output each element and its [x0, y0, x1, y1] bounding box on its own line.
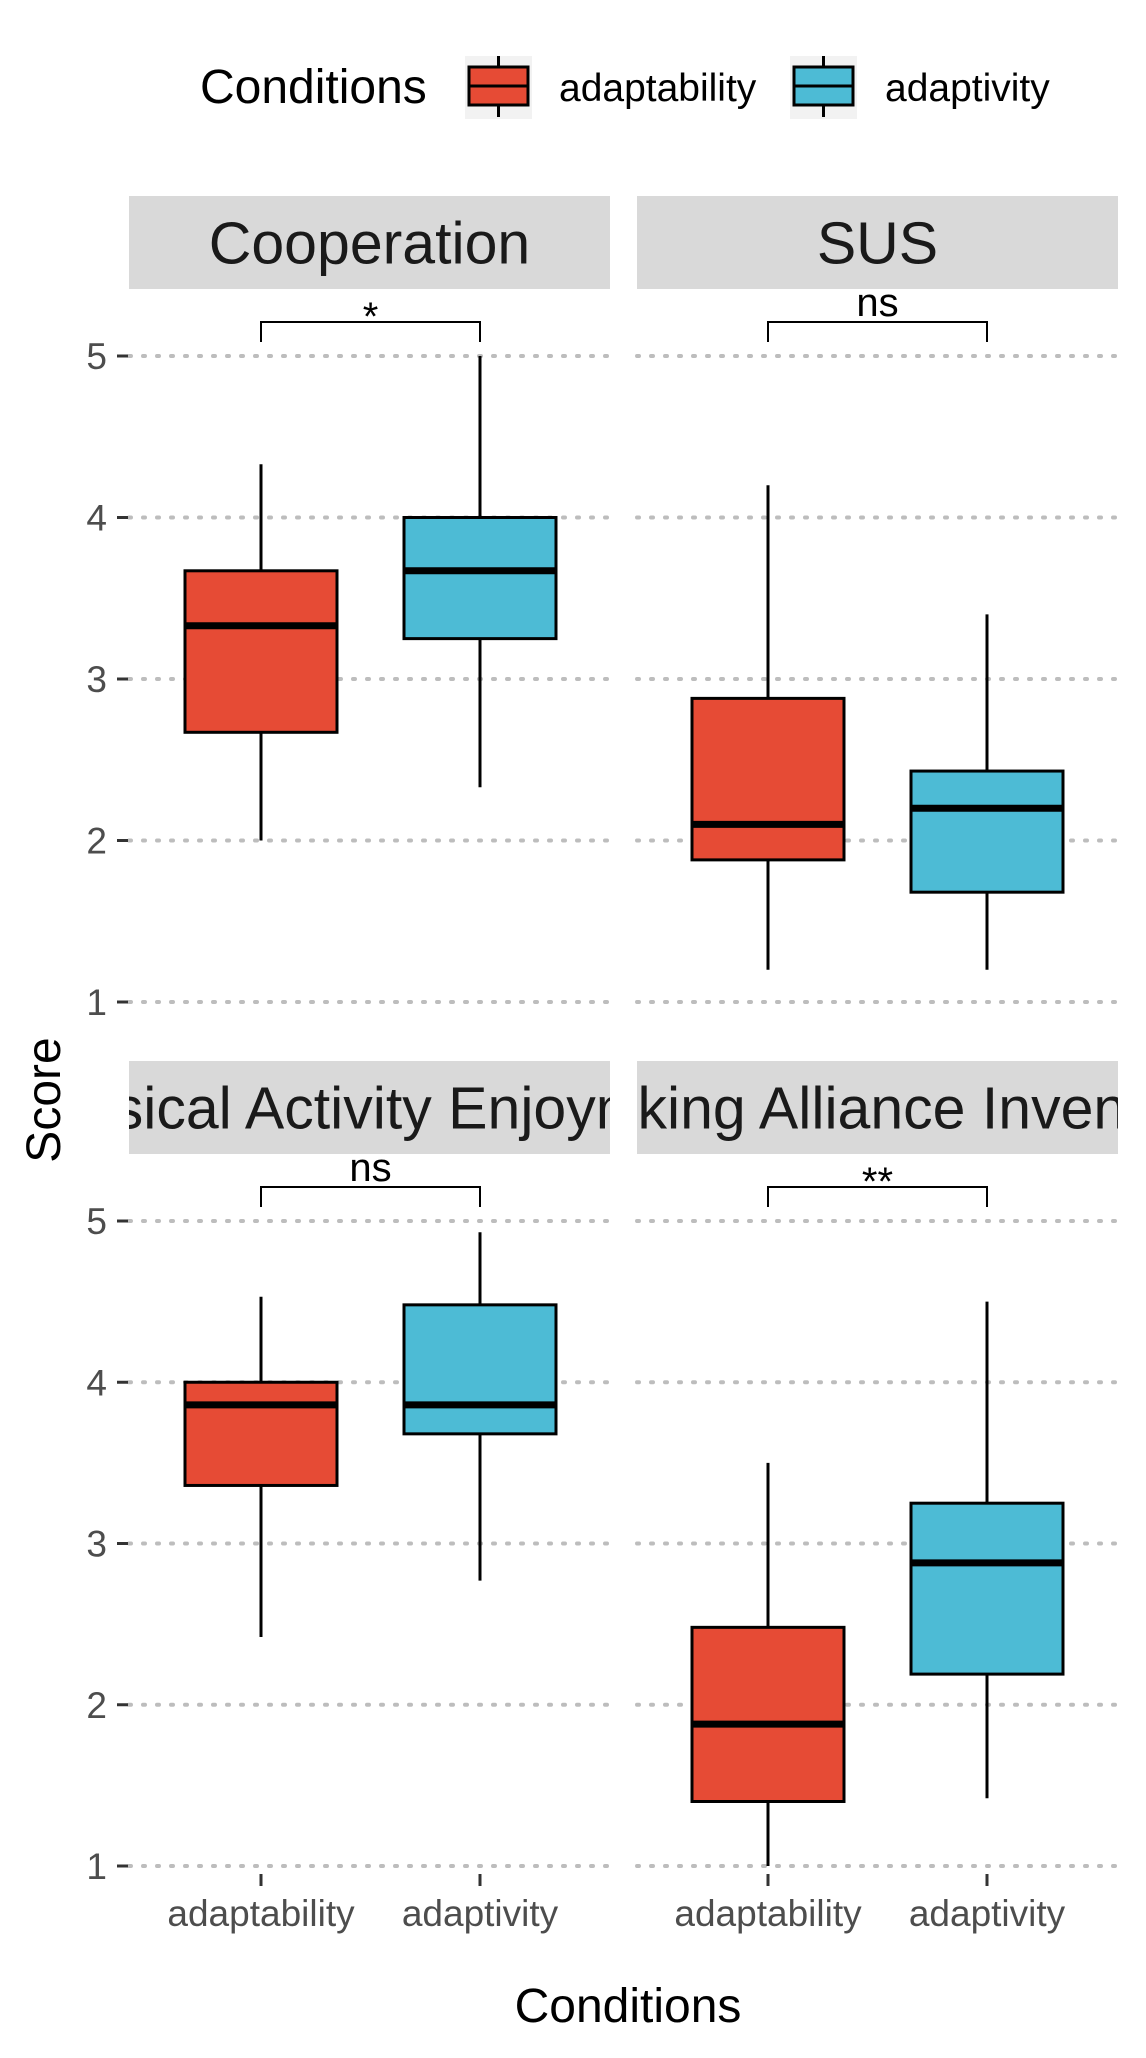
- panel-title: Working Alliance Inventory: [530, 1076, 1146, 1142]
- box-adaptability[interactable]: [183, 464, 339, 841]
- significance-bracket: **: [767, 1160, 988, 1207]
- significance-label: ns: [856, 281, 898, 325]
- bracket-line: [260, 1186, 481, 1207]
- bracket-line: [767, 321, 988, 342]
- box-iqr[interactable]: [183, 1380, 339, 1487]
- y-tick-label-1: 1: [86, 1846, 107, 1887]
- box-iqr[interactable]: [909, 769, 1065, 894]
- x-tick-label-adaptability: adaptability: [167, 1893, 355, 1934]
- bracket-line: [260, 321, 481, 342]
- x-tick-label-adaptability: adaptability: [674, 1893, 862, 1934]
- panel-1: Cooperation 1 2 3 4 5 *: [86, 196, 612, 1023]
- legend-label-adaptivity: adaptivity: [885, 67, 1050, 110]
- y-tick-label-2: 2: [86, 821, 107, 862]
- box-adaptivity[interactable]: [909, 1301, 1065, 1799]
- significance-bracket: ns: [260, 1146, 481, 1207]
- box-iqr[interactable]: [402, 516, 558, 641]
- panel-title: Physical Activity Enjoyment: [12, 1076, 727, 1142]
- significance-label: *: [363, 295, 379, 339]
- bracket-line: [767, 1186, 988, 1207]
- panel-title: Cooperation: [209, 211, 530, 277]
- box-adaptability[interactable]: [183, 1296, 339, 1638]
- panel-strip: [637, 196, 1118, 289]
- significance-label: **: [862, 1160, 893, 1204]
- legend: Conditions adaptability adaptivity: [200, 56, 1050, 119]
- box-iqr[interactable]: [183, 569, 339, 734]
- y-tick-label-5: 5: [86, 336, 107, 377]
- y-tick-label-3: 3: [86, 659, 107, 700]
- x-tick-label-adaptivity: adaptivity: [909, 1893, 1066, 1934]
- box-adaptivity[interactable]: [402, 356, 558, 788]
- panel-strip: [129, 1061, 610, 1154]
- box-adaptability[interactable]: [690, 1462, 846, 1866]
- box-iqr[interactable]: [690, 1625, 846, 1803]
- significance-bracket: *: [260, 295, 481, 342]
- panel-strip: [637, 1061, 1118, 1154]
- box-iqr[interactable]: [402, 1303, 558, 1436]
- box-adaptability[interactable]: [690, 485, 846, 970]
- y-tick-label-4: 4: [86, 1362, 107, 1403]
- box-adaptivity[interactable]: [402, 1232, 558, 1581]
- legend-label-adaptability: adaptability: [559, 67, 757, 110]
- panel-strip: [129, 196, 610, 289]
- box-iqr[interactable]: [909, 1501, 1065, 1676]
- significance-label: ns: [349, 1146, 391, 1190]
- x-axis-title: Conditions: [515, 1980, 742, 2033]
- y-tick-label-5: 5: [86, 1201, 107, 1242]
- y-tick-label-4: 4: [86, 498, 107, 539]
- panel-3: Physical Activity Enjoyment 1 2 3 4 5 ns adapta…: [12, 1061, 727, 1934]
- panel-4: Working Alliance Inventory ** adaptability…: [530, 1061, 1146, 1934]
- x-tick-label-adaptivity: adaptivity: [402, 1893, 559, 1934]
- significance-bracket: ns: [767, 281, 988, 342]
- box-adaptivity[interactable]: [909, 614, 1065, 970]
- y-tick-label-2: 2: [86, 1685, 107, 1726]
- y-axis-title: Score: [18, 1037, 71, 1162]
- y-tick-label-3: 3: [86, 1524, 107, 1565]
- y-tick-label-1: 1: [86, 982, 107, 1023]
- box-iqr[interactable]: [690, 696, 846, 862]
- legend-title: Conditions: [200, 61, 427, 114]
- panel-title: SUS: [817, 211, 938, 277]
